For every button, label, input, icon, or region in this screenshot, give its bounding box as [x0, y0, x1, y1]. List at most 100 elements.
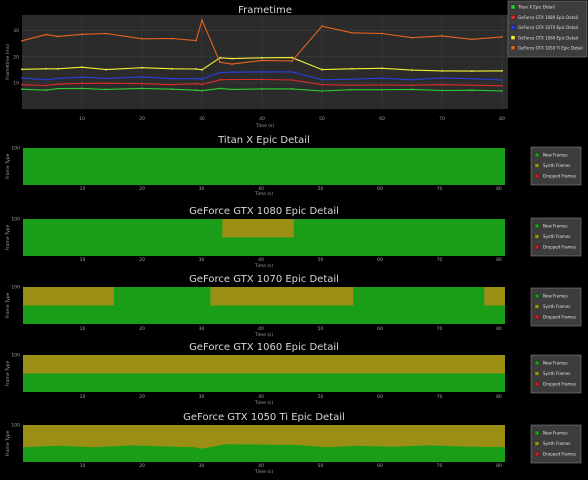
data-point — [105, 82, 107, 85]
y-axis-label: Frame Type — [5, 292, 11, 318]
chart-title: GeForce GTX 1050 Ti Epic Detail — [183, 412, 345, 423]
legend-label: New Frames — [543, 153, 568, 158]
data-point — [501, 36, 503, 38]
x-tick-label: 50 — [318, 394, 324, 400]
legend-swatch — [534, 293, 540, 299]
data-point — [291, 79, 293, 81]
data-point — [201, 19, 203, 22]
new-frames-area — [23, 219, 505, 256]
y-tick-label: 30 — [13, 28, 19, 34]
chart-panel-2: GeForce GTX 1080 Epic Detail 10 20 30 40 50 60… — [5, 206, 582, 269]
x-tick-label: 40 — [259, 116, 265, 122]
data-point — [291, 60, 293, 62]
legend-swatch — [534, 163, 540, 168]
data-point — [411, 88, 413, 91]
legend-label: Synth Frames — [543, 163, 570, 168]
legend: New Frames Synth Frames Dropped Frames — [530, 146, 582, 186]
legend-label: Dropped Frames — [543, 245, 576, 250]
plot-area — [22, 15, 508, 109]
data-point — [351, 84, 353, 87]
x-tick-label: 30 — [199, 463, 205, 469]
legend-swatch — [534, 223, 540, 229]
data-point — [261, 87, 263, 90]
legend-label: New Frames — [543, 431, 568, 436]
legend-swatch — [534, 371, 540, 376]
y-tick-label: 100 — [11, 217, 20, 223]
data-point — [321, 90, 323, 92]
data-point — [219, 56, 221, 59]
data-point — [261, 59, 263, 62]
data-point — [471, 70, 473, 73]
data-point — [171, 83, 173, 86]
data-point — [81, 82, 83, 85]
data-point — [105, 77, 107, 80]
x-tick-label: 20 — [139, 394, 145, 400]
x-axis-label: Time (s) — [254, 191, 274, 197]
x-tick-label: 10 — [80, 463, 86, 469]
data-point — [231, 57, 233, 60]
data-point — [321, 83, 323, 86]
data-point — [501, 69, 503, 72]
data-point — [231, 88, 233, 91]
y-tick-label: 100 — [11, 353, 20, 359]
legend-label: Titan X Epic Detail — [517, 5, 555, 10]
y-axis-label: Frame Type — [5, 153, 11, 179]
x-tick-label: 80 — [496, 326, 502, 332]
x-tick-label: 60 — [377, 326, 383, 332]
data-point — [201, 68, 203, 71]
new-frames-area — [23, 444, 505, 462]
data-point — [195, 82, 197, 85]
data-point — [231, 71, 233, 74]
data-point — [441, 69, 443, 72]
x-tick-label: 60 — [377, 186, 383, 192]
x-tick-label: 60 — [377, 394, 383, 400]
legend-box — [507, 0, 588, 58]
data-point — [195, 89, 197, 92]
x-tick-label: 40 — [258, 257, 264, 263]
data-point — [291, 71, 293, 73]
x-tick-label: 20 — [139, 257, 145, 263]
data-point — [45, 78, 47, 81]
legend-box — [530, 287, 582, 327]
x-tick-label: 60 — [377, 463, 383, 469]
x-tick-label: 50 — [318, 186, 324, 192]
legend-swatch — [534, 234, 540, 239]
data-point — [81, 87, 83, 90]
data-point — [441, 83, 443, 86]
x-tick-label: 70 — [437, 463, 443, 469]
data-point — [261, 78, 263, 81]
data-point — [21, 68, 23, 71]
data-point — [411, 78, 413, 81]
data-point — [321, 25, 323, 28]
x-tick-label: 40 — [258, 463, 264, 469]
legend-label: New Frames — [543, 294, 568, 299]
data-point — [381, 67, 383, 70]
series-line-titan — [21, 87, 503, 92]
data-point — [219, 87, 221, 90]
data-point — [81, 66, 83, 69]
new-frames-area — [23, 373, 505, 392]
data-point — [351, 31, 353, 34]
x-tick-label: 30 — [199, 116, 205, 122]
x-tick-label: 40 — [258, 326, 264, 332]
legend-box — [530, 354, 582, 394]
data-point — [21, 77, 23, 79]
data-point — [141, 66, 143, 69]
data-point — [21, 39, 23, 42]
legend-swatch — [534, 430, 540, 436]
data-point — [171, 88, 173, 91]
x-tick-label: 50 — [318, 257, 324, 263]
data-point — [471, 89, 473, 92]
legend-swatch — [534, 152, 540, 158]
legend-swatch — [510, 15, 516, 20]
legend-swatch — [534, 451, 540, 457]
legend: New Frames Synth Frames Dropped Frames — [530, 217, 582, 257]
data-point — [57, 87, 59, 90]
data-point — [45, 67, 47, 70]
x-axis-label: Time (s) — [254, 400, 274, 406]
data-point — [21, 83, 23, 86]
legend-box — [530, 424, 582, 464]
x-tick-label: 80 — [496, 394, 502, 400]
chart-panel-0: Frametime 10 20 30 40 50 60 70 80 10 20 30 Time (s) F… — [5, 0, 588, 129]
legend-swatch — [534, 244, 540, 250]
